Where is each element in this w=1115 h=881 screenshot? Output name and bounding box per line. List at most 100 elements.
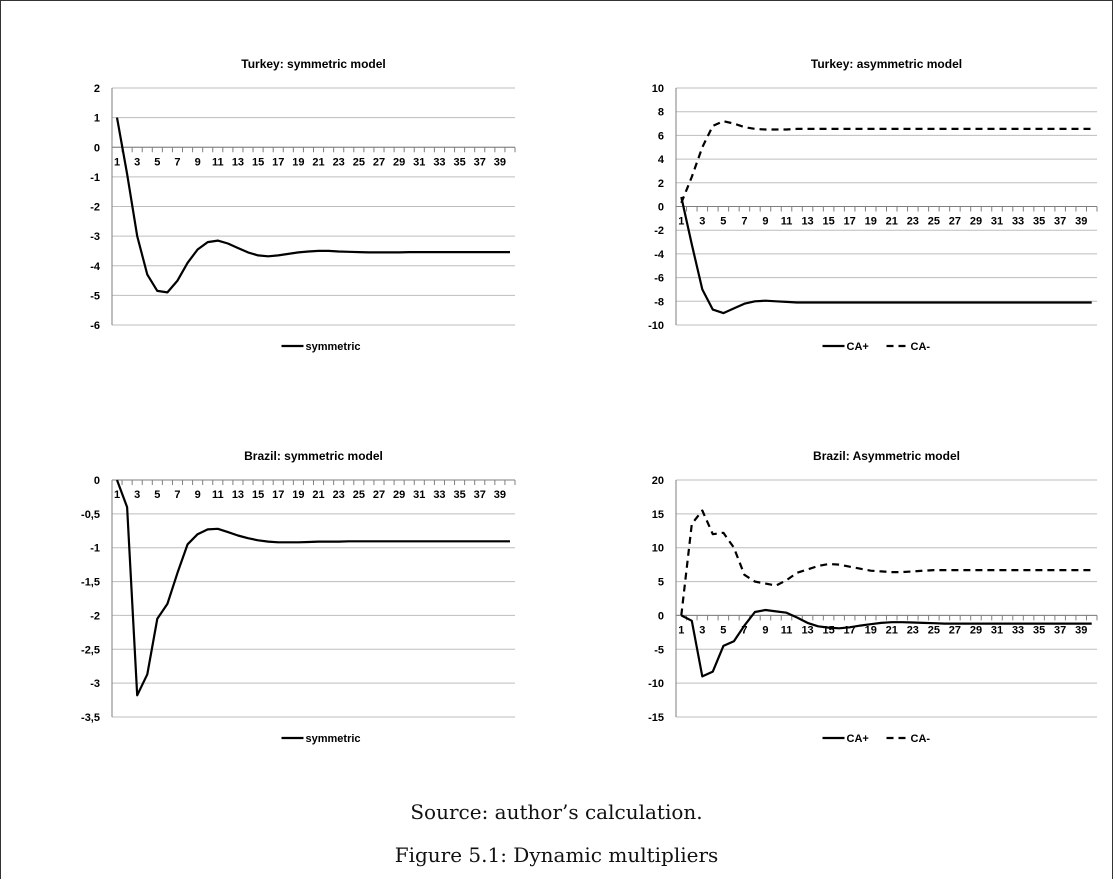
legend-label: symmetric xyxy=(306,733,361,745)
x-tick-label: 27 xyxy=(949,624,961,636)
source-note: Source: author’s calculation. xyxy=(410,800,703,824)
series-line-CAminus xyxy=(680,509,1092,616)
x-tick-label: 23 xyxy=(333,489,345,501)
series-line-CAplus xyxy=(680,608,1092,678)
y-tick-label: -2 xyxy=(90,202,100,214)
x-tick-label: 1 xyxy=(678,216,684,228)
x-tick-label: 21 xyxy=(886,624,898,636)
x-tick-label: 37 xyxy=(474,489,486,501)
y-tick-label: -4 xyxy=(90,261,101,273)
y-tick-label: -2 xyxy=(90,610,100,622)
y-tick-label: -6 xyxy=(654,273,664,285)
figure-caption: Figure 5.1: Dynamic multipliers xyxy=(394,843,719,867)
x-tick-label: 39 xyxy=(1075,624,1087,636)
x-tick-label: 3 xyxy=(134,156,140,168)
legend-label: CA- xyxy=(911,341,931,353)
y-tick-label: 4 xyxy=(658,154,665,166)
y-tick-label: -2,5 xyxy=(81,644,100,656)
x-tick-label: 1 xyxy=(114,156,120,168)
x-tick-label: 33 xyxy=(433,156,445,168)
chart-title: Brazil: symmetric model xyxy=(244,449,383,463)
x-tick-label: 35 xyxy=(453,489,465,501)
x-tick-label: 35 xyxy=(453,156,465,168)
x-tick-label: 29 xyxy=(970,624,982,636)
x-tick-label: 13 xyxy=(232,489,244,501)
x-tick-label: 35 xyxy=(1033,624,1045,636)
x-tick-label: 39 xyxy=(1075,216,1087,228)
y-tick-label: 0 xyxy=(658,610,664,622)
x-tick-label: 11 xyxy=(781,216,793,228)
x-tick-label: 23 xyxy=(907,216,919,228)
x-tick-label: 25 xyxy=(928,624,940,636)
y-tick-label: 2 xyxy=(658,178,664,190)
y-tick-label: 2 xyxy=(94,83,100,95)
x-tick-label: 33 xyxy=(1012,624,1024,636)
x-tick-label: 35 xyxy=(1033,216,1045,228)
series-line-symmetric xyxy=(115,117,510,294)
x-tick-label: 21 xyxy=(312,156,324,168)
x-tick-label: 21 xyxy=(312,489,324,501)
y-tick-label: -2 xyxy=(654,225,664,237)
chart-title: Brazil: Asymmetric model xyxy=(813,449,960,463)
x-tick-label: 27 xyxy=(949,216,961,228)
x-tick-label: 29 xyxy=(970,216,982,228)
x-tick-label: 1 xyxy=(678,624,684,636)
y-tick-label: 10 xyxy=(652,543,664,555)
x-tick-label: 5 xyxy=(154,489,160,501)
x-tick-label: 11 xyxy=(212,489,224,501)
x-tick-label: 31 xyxy=(413,489,425,501)
y-tick-label: -6 xyxy=(90,320,100,332)
x-tick-label: 7 xyxy=(741,624,747,636)
x-tick-label: 17 xyxy=(272,489,284,501)
y-tick-label: -4 xyxy=(654,249,665,261)
y-tick-label: -3 xyxy=(90,678,100,690)
y-tick-label: 0 xyxy=(94,142,100,154)
x-tick-label: 19 xyxy=(292,156,304,168)
chart-title: Turkey: asymmetric model xyxy=(811,57,962,71)
x-tick-label: 39 xyxy=(494,156,506,168)
x-tick-label: 9 xyxy=(762,624,768,636)
series-line-symmetric xyxy=(115,479,510,697)
x-tick-label: 37 xyxy=(1054,624,1066,636)
y-tick-label: 15 xyxy=(652,509,664,521)
y-tick-label: -5 xyxy=(654,644,664,656)
y-tick-label: -1 xyxy=(90,543,100,555)
x-tick-label: 31 xyxy=(413,156,425,168)
x-tick-label: 25 xyxy=(928,216,940,228)
x-tick-label: 9 xyxy=(195,156,201,168)
y-tick-label: -15 xyxy=(648,712,664,724)
x-tick-label: 19 xyxy=(292,489,304,501)
chart-title: Turkey: symmetric model xyxy=(241,57,386,71)
legend-label: symmetric xyxy=(306,341,361,353)
y-tick-label: 0 xyxy=(658,202,664,214)
x-tick-label: 25 xyxy=(353,489,365,501)
x-tick-label: 25 xyxy=(353,156,365,168)
x-tick-label: 1 xyxy=(114,489,120,501)
x-tick-label: 7 xyxy=(174,489,180,501)
y-tick-label: 8 xyxy=(658,107,664,119)
x-tick-label: 19 xyxy=(865,216,877,228)
x-tick-label: 3 xyxy=(699,216,705,228)
x-tick-label: 7 xyxy=(741,216,747,228)
legend-label: CA+ xyxy=(847,733,869,745)
x-tick-label: 11 xyxy=(212,156,224,168)
series-line-CAminus xyxy=(680,120,1092,204)
y-tick-label: -10 xyxy=(648,678,664,690)
y-tick-label: 1 xyxy=(94,113,100,125)
x-tick-label: 5 xyxy=(720,216,726,228)
x-tick-label: 29 xyxy=(393,156,405,168)
y-tick-label: -1,5 xyxy=(81,577,100,589)
x-tick-label: 15 xyxy=(252,489,264,501)
y-tick-label: 5 xyxy=(658,577,664,589)
x-tick-label: 17 xyxy=(844,216,856,228)
x-tick-label: 9 xyxy=(195,489,201,501)
y-tick-label: -8 xyxy=(654,296,664,308)
x-tick-label: 5 xyxy=(720,624,726,636)
x-tick-label: 27 xyxy=(373,489,385,501)
y-tick-label: 20 xyxy=(652,475,664,487)
chart-2: Turkey: asymmetric model 10 8 6 4 2 0 -2 -4 -6 -8 -… xyxy=(648,57,1098,353)
x-tick-label: 3 xyxy=(699,624,705,636)
y-tick-label: -5 xyxy=(90,290,100,302)
